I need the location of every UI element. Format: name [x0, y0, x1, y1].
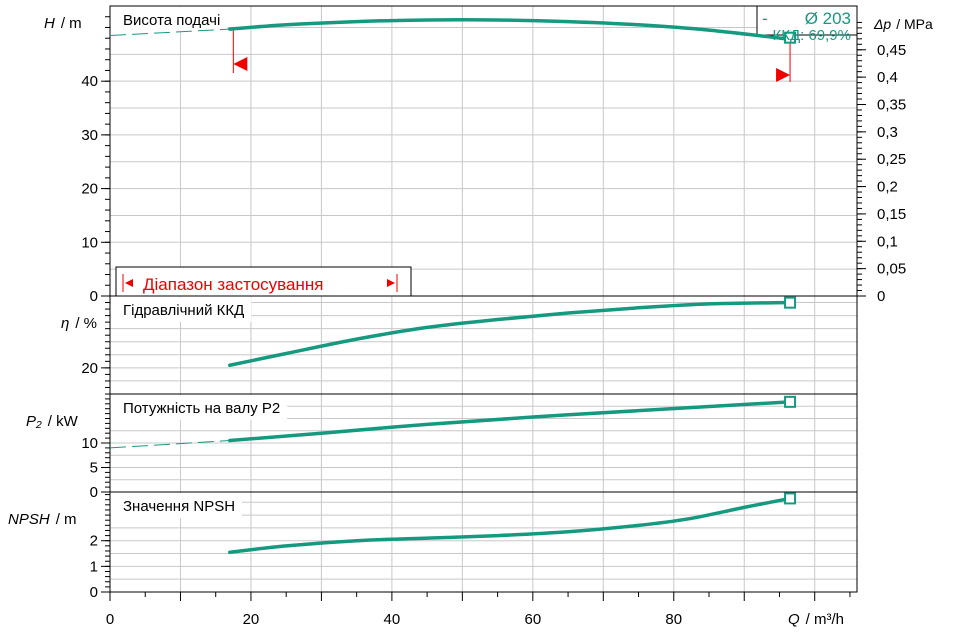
range-right-arrow-icon [776, 68, 791, 82]
panel-title-bg [111, 493, 243, 518]
curve-power [228, 400, 792, 443]
right-tick-label: 0,2 [877, 179, 898, 196]
operating-point-marker-eff [784, 296, 797, 309]
panel-title-bg [111, 395, 288, 420]
right-tick-label: 0,25 [877, 151, 906, 168]
panel-frame-npsh [109, 491, 858, 593]
right-axis-symbol: Δp [873, 16, 891, 32]
range-box-right-arrow-icon [387, 279, 395, 287]
range-left-arrow-icon [233, 57, 248, 71]
y-axis-symbol: η [61, 315, 69, 332]
x-tick-label: 60 [524, 611, 541, 628]
application-range-label: Діапазон застосування [143, 275, 323, 294]
right-tick-label: 0,45 [877, 42, 906, 59]
legend-dash: - [762, 9, 768, 28]
y-tick-label-head: 0 [90, 288, 98, 305]
x-tick-label: 20 [243, 611, 260, 628]
right-tick-label: 0,05 [877, 261, 906, 278]
right-axis-label: Δp / MPa [873, 16, 933, 32]
right-tick-label: 0,3 [877, 124, 898, 141]
y-tick-label-head: 30 [81, 127, 98, 144]
y-tick-label-power: 5 [90, 460, 98, 477]
right-tick-label: 0,35 [877, 96, 906, 113]
y-tick-label-power: 0 [90, 484, 98, 501]
x-axis-label: Q / m³/h [788, 611, 844, 628]
y-axis-unit: / kW [48, 413, 79, 430]
application-range-box [115, 266, 412, 297]
panel-title-eff: Гідравлічний ККД [123, 302, 244, 319]
right-axis-unit: / MPa [896, 16, 933, 32]
x-tick-label: 40 [384, 611, 401, 628]
curve-head [228, 18, 792, 42]
x-tick-label: 0 [106, 611, 114, 628]
right-tick-label: 0,15 [877, 206, 906, 223]
y-tick-label-head: 20 [81, 181, 98, 198]
curve-extension-head [109, 28, 230, 37]
y-tick-label-head: 10 [81, 234, 98, 251]
panel-frame-head [109, 5, 858, 297]
operating-point-marker-head [784, 31, 797, 44]
y-axis-unit: / % [75, 315, 97, 332]
y-axis-symbol: P₂ [26, 413, 42, 430]
x-axis-symbol: Q [788, 611, 800, 628]
y-tick-label-npsh: 1 [90, 558, 98, 575]
operating-point-marker-npsh [784, 492, 797, 505]
right-tick-label: 0,4 [877, 69, 898, 86]
y-tick-label-power: 10 [81, 435, 98, 452]
legend-diameter: Ø 203 [805, 9, 851, 28]
panel-title-head: Висота подачі [123, 12, 220, 29]
curve-npsh [228, 496, 792, 555]
x-tick-label: 80 [665, 611, 682, 628]
right-tick-label: 0,1 [877, 233, 898, 250]
y-tick-label-npsh: 0 [90, 584, 98, 601]
panel-title-bg [111, 7, 228, 32]
x-axis-unit: / m³/h [806, 611, 844, 628]
panel-title-bg [111, 297, 252, 322]
y-axis-label-power: P₂ / kW [26, 413, 79, 430]
operating-point-marker-power [784, 395, 797, 408]
y-tick-label-npsh: 2 [90, 533, 98, 550]
curve-eff [228, 300, 792, 368]
y-axis-symbol: H [44, 15, 55, 32]
y-axis-label-head: H / m [44, 15, 82, 32]
y-axis-unit: / m [61, 15, 82, 32]
panel-title-npsh: Значення NPSH [123, 498, 235, 515]
y-tick-label-head: 40 [81, 73, 98, 90]
legend-box [756, 5, 858, 36]
right-tick-label: 0 [877, 288, 885, 305]
range-box-left-arrow-icon [125, 279, 133, 287]
curve-extension-power [109, 440, 230, 449]
y-axis-unit: / m [56, 511, 77, 528]
y-axis-symbol: NPSH [8, 511, 50, 528]
y-tick-label-eff: 20 [81, 360, 98, 377]
y-axis-label-eff: η / % [61, 315, 97, 332]
y-axis-label-npsh: NPSH / m [8, 511, 77, 528]
legend-efficiency: ККД: 69,9% [772, 27, 851, 44]
panel-title-power: Потужність на валу P2 [123, 400, 280, 417]
